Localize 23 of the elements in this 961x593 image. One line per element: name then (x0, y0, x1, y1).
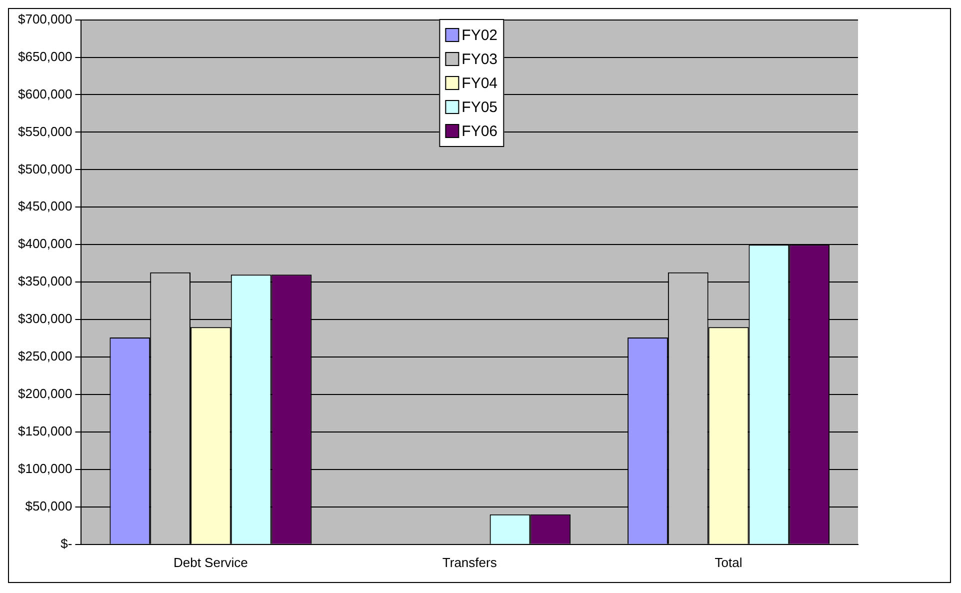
x-tick-label: Debt Service (173, 554, 248, 570)
y-tick-label: $100,000 (18, 461, 72, 476)
legend-label: FY06 (462, 122, 498, 140)
y-tick-label: $600,000 (18, 86, 72, 102)
legend-label: FY03 (462, 50, 498, 68)
x-tick-label: Transfers (442, 554, 498, 570)
y-tick-label: $650,000 (18, 48, 72, 64)
y-tick-label: $250,000 (18, 348, 72, 364)
y-tick-label: $200,000 (18, 386, 72, 402)
y-tick-label: $350,000 (18, 274, 72, 289)
y-tick-label: $550,000 (18, 124, 72, 139)
x-tick-label: Total (714, 554, 742, 570)
legend-label: FY02 (462, 26, 498, 44)
y-tick-label: $400,000 (18, 236, 72, 252)
y-tick-label: $50,000 (25, 498, 72, 514)
y-tick-label: $300,000 (18, 311, 72, 326)
y-tick-label: $150,000 (18, 424, 72, 439)
y-tick-label: $500,000 (18, 161, 72, 176)
y-tick-label: $450,000 (18, 198, 72, 214)
legend-label: FY04 (462, 74, 498, 92)
y-tick-label: $700,000 (18, 11, 72, 26)
legend-label: FY05 (462, 98, 498, 116)
y-tick-label: $- (60, 536, 72, 551)
